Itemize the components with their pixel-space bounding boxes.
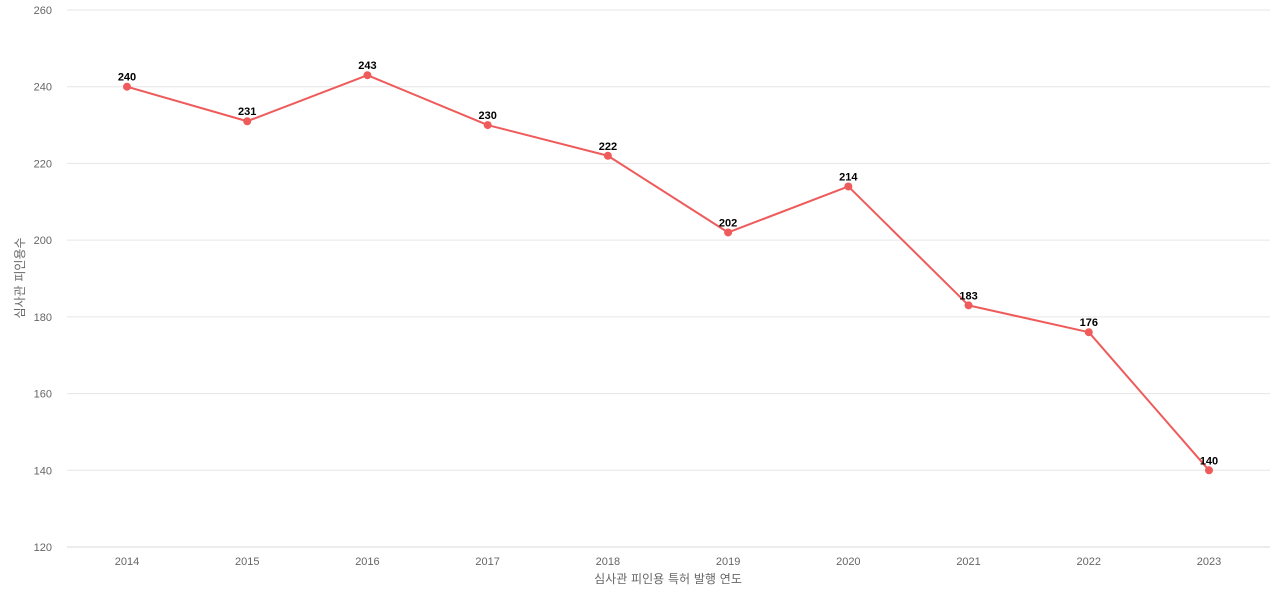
data-point[interactable] — [603, 151, 612, 160]
y-axis-title: 심사관 피인용수 — [13, 237, 27, 318]
data-point[interactable] — [844, 182, 853, 191]
y-tick-label: 260 — [34, 5, 52, 17]
x-tick-label: 2021 — [956, 556, 980, 568]
x-tick-label: 2020 — [836, 556, 860, 568]
data-point[interactable] — [363, 71, 372, 80]
y-tick-label: 220 — [34, 158, 52, 170]
x-tick-label: 2023 — [1197, 556, 1221, 568]
data-point[interactable] — [243, 117, 252, 126]
data-point[interactable] — [123, 82, 131, 91]
data-label: 140 — [1200, 455, 1218, 467]
x-tick-label: 2018 — [596, 556, 620, 568]
x-tick-label: 2017 — [475, 556, 499, 568]
x-axis-title: 심사관 피인용 특허 발행 연도 — [594, 571, 742, 586]
data-point[interactable] — [964, 301, 973, 310]
x-axis-ticks: 2014 2015 2016 2017 2018 2019 2020 2021 2022 2023 — [115, 556, 1221, 568]
data-point[interactable] — [483, 121, 492, 130]
data-label: 243 — [358, 60, 376, 72]
gridlines — [67, 9, 1270, 548]
x-tick-label: 2015 — [235, 556, 259, 568]
series-line — [126, 74, 1210, 472]
data-point[interactable] — [1084, 328, 1093, 337]
x-tick-label: 2016 — [355, 556, 379, 568]
data-label: 214 — [839, 171, 858, 183]
data-label: 240 — [118, 72, 136, 84]
series-layer — [123, 71, 1213, 475]
y-tick-label: 200 — [34, 235, 52, 247]
y-tick-label: 240 — [34, 82, 52, 94]
data-point[interactable] — [724, 228, 733, 237]
x-tick-label: 2022 — [1077, 556, 1101, 568]
data-label: 222 — [599, 141, 617, 153]
data-labels: 240 231 243 230 222 202 214 183 176 140 — [118, 60, 1218, 467]
data-label: 202 — [719, 217, 737, 229]
data-point[interactable] — [1205, 466, 1213, 475]
y-tick-label: 160 — [34, 389, 52, 401]
data-label: 230 — [478, 110, 496, 122]
data-label: 183 — [959, 290, 977, 302]
y-tick-label: 180 — [34, 312, 52, 324]
y-tick-label: 120 — [34, 542, 52, 554]
y-axis-ticks: 120 140 160 180 200 220 240 260 — [34, 5, 52, 554]
data-label: 231 — [238, 106, 256, 118]
data-label: 176 — [1080, 317, 1098, 329]
y-tick-label: 140 — [34, 465, 52, 477]
x-tick-label: 2019 — [716, 556, 740, 568]
x-tick-label: 2014 — [115, 556, 139, 568]
